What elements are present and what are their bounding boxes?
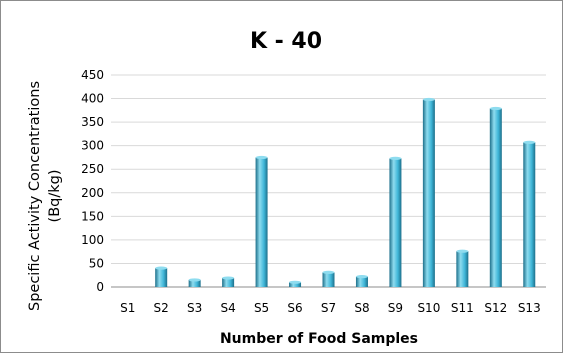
bar-s2 xyxy=(155,268,168,287)
x-tick-labels: S1 S2 S3 S4 S5 S6 S7 S8 S9 S10 S11 S12 S13 xyxy=(120,301,541,315)
y-tick-label: 350 xyxy=(81,115,104,129)
x-tick-label: S2 xyxy=(154,301,169,315)
bar-cap-s13 xyxy=(523,140,536,144)
x-tick-label: S7 xyxy=(321,301,336,315)
y-axis-label: Specific Activity Concentrations (Bq/kg) xyxy=(27,81,63,311)
x-tick-label: S5 xyxy=(254,301,269,315)
x-tick-label: S11 xyxy=(451,301,474,315)
y-axis-label-line-2: (Bq/kg) xyxy=(47,170,63,223)
chart-title: K - 40 xyxy=(250,29,322,54)
x-tick-label: S3 xyxy=(187,301,202,315)
bar-cap-s6 xyxy=(289,280,302,284)
y-tick-label: 200 xyxy=(81,186,104,200)
bar-s9 xyxy=(389,158,402,287)
bar-cap-s12 xyxy=(489,106,502,111)
x-axis-label: Number of Food Samples xyxy=(220,331,418,347)
x-tick-label: S12 xyxy=(484,301,507,315)
y-tick-label: 100 xyxy=(81,233,104,247)
y-tick-label: 50 xyxy=(89,256,104,270)
bar-cap-s3 xyxy=(188,278,201,282)
bar-layer xyxy=(155,97,536,288)
x-tick-label: S1 xyxy=(120,301,135,315)
bar-s3 xyxy=(188,279,201,287)
bar-cap-s11 xyxy=(456,249,469,253)
y-tick-label: 300 xyxy=(81,139,104,153)
bar-s5 xyxy=(255,157,268,287)
bar-cap-s5 xyxy=(255,155,268,160)
x-tick-label: S8 xyxy=(354,301,369,315)
bar-s11 xyxy=(456,251,469,287)
bar-cap-s9 xyxy=(389,156,402,160)
bar-s6 xyxy=(289,282,302,287)
bar-cap-s7 xyxy=(322,270,335,274)
y-tick-label: 250 xyxy=(81,162,104,176)
bar-s4 xyxy=(222,278,235,287)
y-tick-label: 150 xyxy=(81,209,104,223)
x-tick-label: S6 xyxy=(287,301,302,315)
y-axis-label-line-1: Specific Activity Concentrations xyxy=(27,81,43,311)
y-tick-label: 400 xyxy=(81,92,104,106)
bar-s12 xyxy=(489,108,502,288)
bar-s7 xyxy=(322,272,335,287)
bar-cap-s10 xyxy=(422,97,435,102)
y-tick-label: 0 xyxy=(96,280,104,294)
x-tick-label: S9 xyxy=(388,301,403,315)
y-tick-label: 450 xyxy=(81,68,104,82)
bar-s8 xyxy=(355,276,368,287)
x-tick-label: S4 xyxy=(220,301,235,315)
x-tick-label: S10 xyxy=(417,301,440,315)
x-tick-label: S13 xyxy=(518,301,541,315)
y-tick-labels: 0 50 100 150 200 250 300 350 400 450 xyxy=(81,68,104,294)
bar-cap-s8 xyxy=(355,275,368,279)
bar-cap-s4 xyxy=(222,276,235,280)
bar-cap-s2 xyxy=(155,266,168,270)
bar-s10 xyxy=(422,99,435,288)
grid-layer xyxy=(111,74,546,288)
bar-s13 xyxy=(523,142,536,287)
